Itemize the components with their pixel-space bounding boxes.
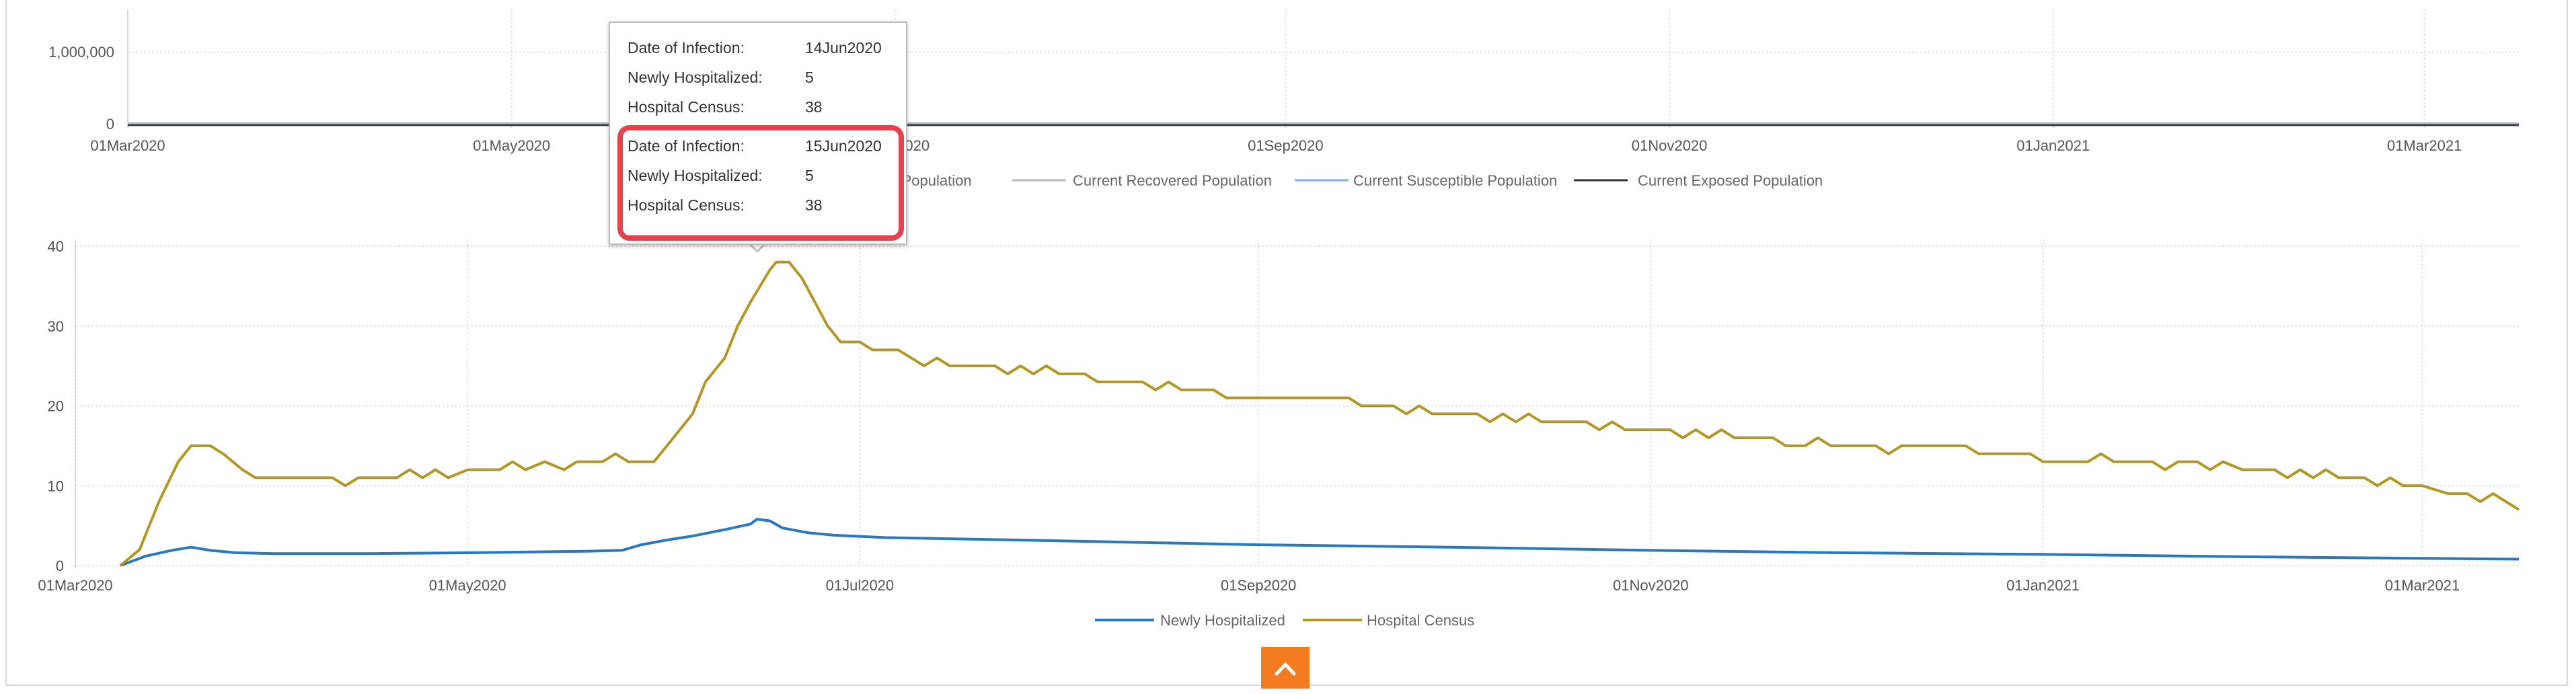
tooltip-highlight-box <box>617 125 904 241</box>
tooltip-label-newly-2: Newly Hospitalized: <box>628 167 763 184</box>
hospital-chart-grid <box>75 239 2519 568</box>
top-x-tick-label: 01Mar2020 <box>90 137 165 154</box>
chart-panel <box>5 0 2568 686</box>
tooltip-label-date-1: Date of Infection: <box>628 39 745 56</box>
tooltip-value-newly-2: 5 <box>805 167 814 184</box>
chevron-up-icon <box>1275 662 1296 676</box>
legend-label-newly-hospitalized: Newly Hospitalized <box>1160 612 1285 629</box>
series-line-newly-hospitalized <box>120 518 2520 567</box>
hospital-chart-series <box>119 260 2520 567</box>
top-chart-grid <box>127 9 2519 128</box>
top-x-tick-label: 01May2020 <box>473 137 550 154</box>
y-tick-label: 30 <box>48 318 64 335</box>
top-y-tick-1: 1,000,000 <box>48 44 114 61</box>
tooltip-value-date-2: 15Jun2020 <box>805 137 882 155</box>
top-x-tick-label: 01Sep2020 <box>1248 137 1324 154</box>
tooltip-label-census-2: Hospital Census: <box>628 196 745 214</box>
x-tick-label: 01Mar2021 <box>2385 577 2460 594</box>
chart-tooltip: Date of Infection: 14Jun2020 Newly Hospi… <box>609 22 907 245</box>
y-tick-label: 20 <box>48 398 64 415</box>
x-tick-label: 01Sep2020 <box>1221 577 1297 594</box>
hospital-chart: 0 10 20 30 40 01Mar2020 01May2020 01Jul2020 01S… <box>38 238 2520 629</box>
tooltip-value-census-1: 38 <box>805 98 823 116</box>
tooltip-value-newly-1: 5 <box>805 69 814 86</box>
x-tick-label: 01Nov2020 <box>1613 577 1689 594</box>
top-chart-legend: ed Population Current Recovered Populati… <box>864 172 1823 189</box>
top-chart-x-ticks: 01Mar202001May202001Jul202001Sep202001No… <box>90 137 2462 154</box>
y-tick-label: 40 <box>48 238 64 255</box>
top-x-tick-label: 01Jan2021 <box>2016 137 2090 154</box>
x-tick-label: 01Jul2020 <box>826 577 895 594</box>
tooltip-label-newly-1: Newly Hospitalized: <box>628 69 763 86</box>
top-x-tick-label: 01Nov2020 <box>1632 137 1708 154</box>
top-x-tick-label: 01Mar2021 <box>2387 137 2462 154</box>
tooltip-label-census-1: Hospital Census: <box>628 98 745 116</box>
tooltip-value-census-2: 38 <box>805 196 823 214</box>
x-tick-label: 01Jan2021 <box>2006 577 2080 594</box>
x-tick-label: 01May2020 <box>429 577 506 594</box>
tooltip-value-date-1: 14Jun2020 <box>805 39 882 56</box>
hospital-chart-y-ticks: 0 10 20 30 40 <box>48 238 64 574</box>
scroll-up-button[interactable] <box>1261 647 1310 689</box>
legend-label-recovered: Current Recovered Population <box>1073 172 1272 189</box>
y-tick-label: 0 <box>56 557 64 574</box>
hospital-chart-x-ticks: 01Mar2020 01May2020 01Jul2020 01Sep2020 01No… <box>38 577 2460 594</box>
y-tick-label: 10 <box>48 477 64 494</box>
series-line-hospital-census <box>119 260 2520 567</box>
legend-label-susceptible: Current Susceptible Population <box>1353 172 1557 189</box>
x-tick-label: 01Mar2020 <box>38 577 112 594</box>
legend-label-exposed: Current Exposed Population <box>1638 172 1823 189</box>
top-y-tick-0: 0 <box>106 116 114 132</box>
top-chart: 1,000,000 0 01Mar202001May202001Jul20200… <box>48 9 2519 189</box>
tooltip-label-date-2: Date of Infection: <box>628 137 745 155</box>
legend-label-hospital-census: Hospital Census <box>1367 612 1474 629</box>
hospital-chart-legend: Newly Hospitalized Hospital Census <box>1095 612 1474 629</box>
